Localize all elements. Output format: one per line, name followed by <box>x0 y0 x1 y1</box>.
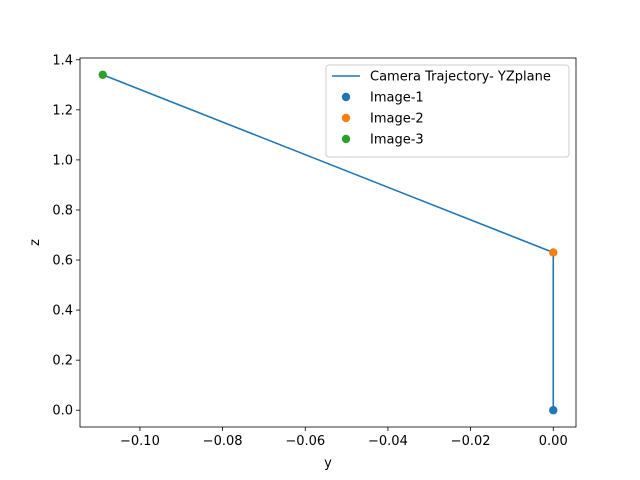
chart-marks <box>98 70 558 415</box>
y-tick-label: 1.0 <box>52 153 73 168</box>
legend-label: Image-1 <box>370 91 424 106</box>
y-tick-label: 1.4 <box>52 53 73 68</box>
legend-marker-swatch <box>341 134 351 144</box>
x-tick-label: −0.08 <box>203 434 243 449</box>
x-axis-ticks: −0.10 −0.08 −0.06 −0.04 −0.02 0.00 <box>120 427 568 449</box>
x-tick-label: −0.10 <box>120 434 160 449</box>
y-tick-label: 0.8 <box>52 203 73 218</box>
scatter-point-image-2 <box>549 248 558 257</box>
x-axis-label: y <box>324 456 332 471</box>
x-tick-label: −0.04 <box>368 434 408 449</box>
scatter-point-image-3 <box>98 70 107 79</box>
y-axis-ticks: 0.0 0.2 0.4 0.6 0.8 1.0 1.2 1.4 <box>52 53 80 419</box>
legend-label: Camera Trajectory- YZplane <box>370 70 551 85</box>
y-tick-label: 0.2 <box>52 354 73 369</box>
scatter-point-image-1 <box>549 406 558 415</box>
legend-marker-swatch <box>341 92 351 102</box>
x-tick-label: 0.00 <box>539 434 568 449</box>
axes-frame <box>79 57 577 428</box>
y-tick-label: 0.6 <box>52 254 73 269</box>
y-tick-label: 0.4 <box>52 304 73 319</box>
x-tick-label: −0.06 <box>285 434 325 449</box>
legend: Camera Trajectory- YZplane Image-1 Image-2… <box>325 64 570 158</box>
legend-marker-swatch <box>341 113 351 123</box>
y-axis-label: z <box>28 239 43 246</box>
legend-label: Image-3 <box>370 133 424 148</box>
y-tick-label: 0.0 <box>52 404 73 419</box>
x-tick-label: −0.02 <box>451 434 491 449</box>
legend-box <box>325 64 570 158</box>
legend-label: Image-2 <box>370 112 424 127</box>
y-tick-label: 1.2 <box>52 103 73 118</box>
